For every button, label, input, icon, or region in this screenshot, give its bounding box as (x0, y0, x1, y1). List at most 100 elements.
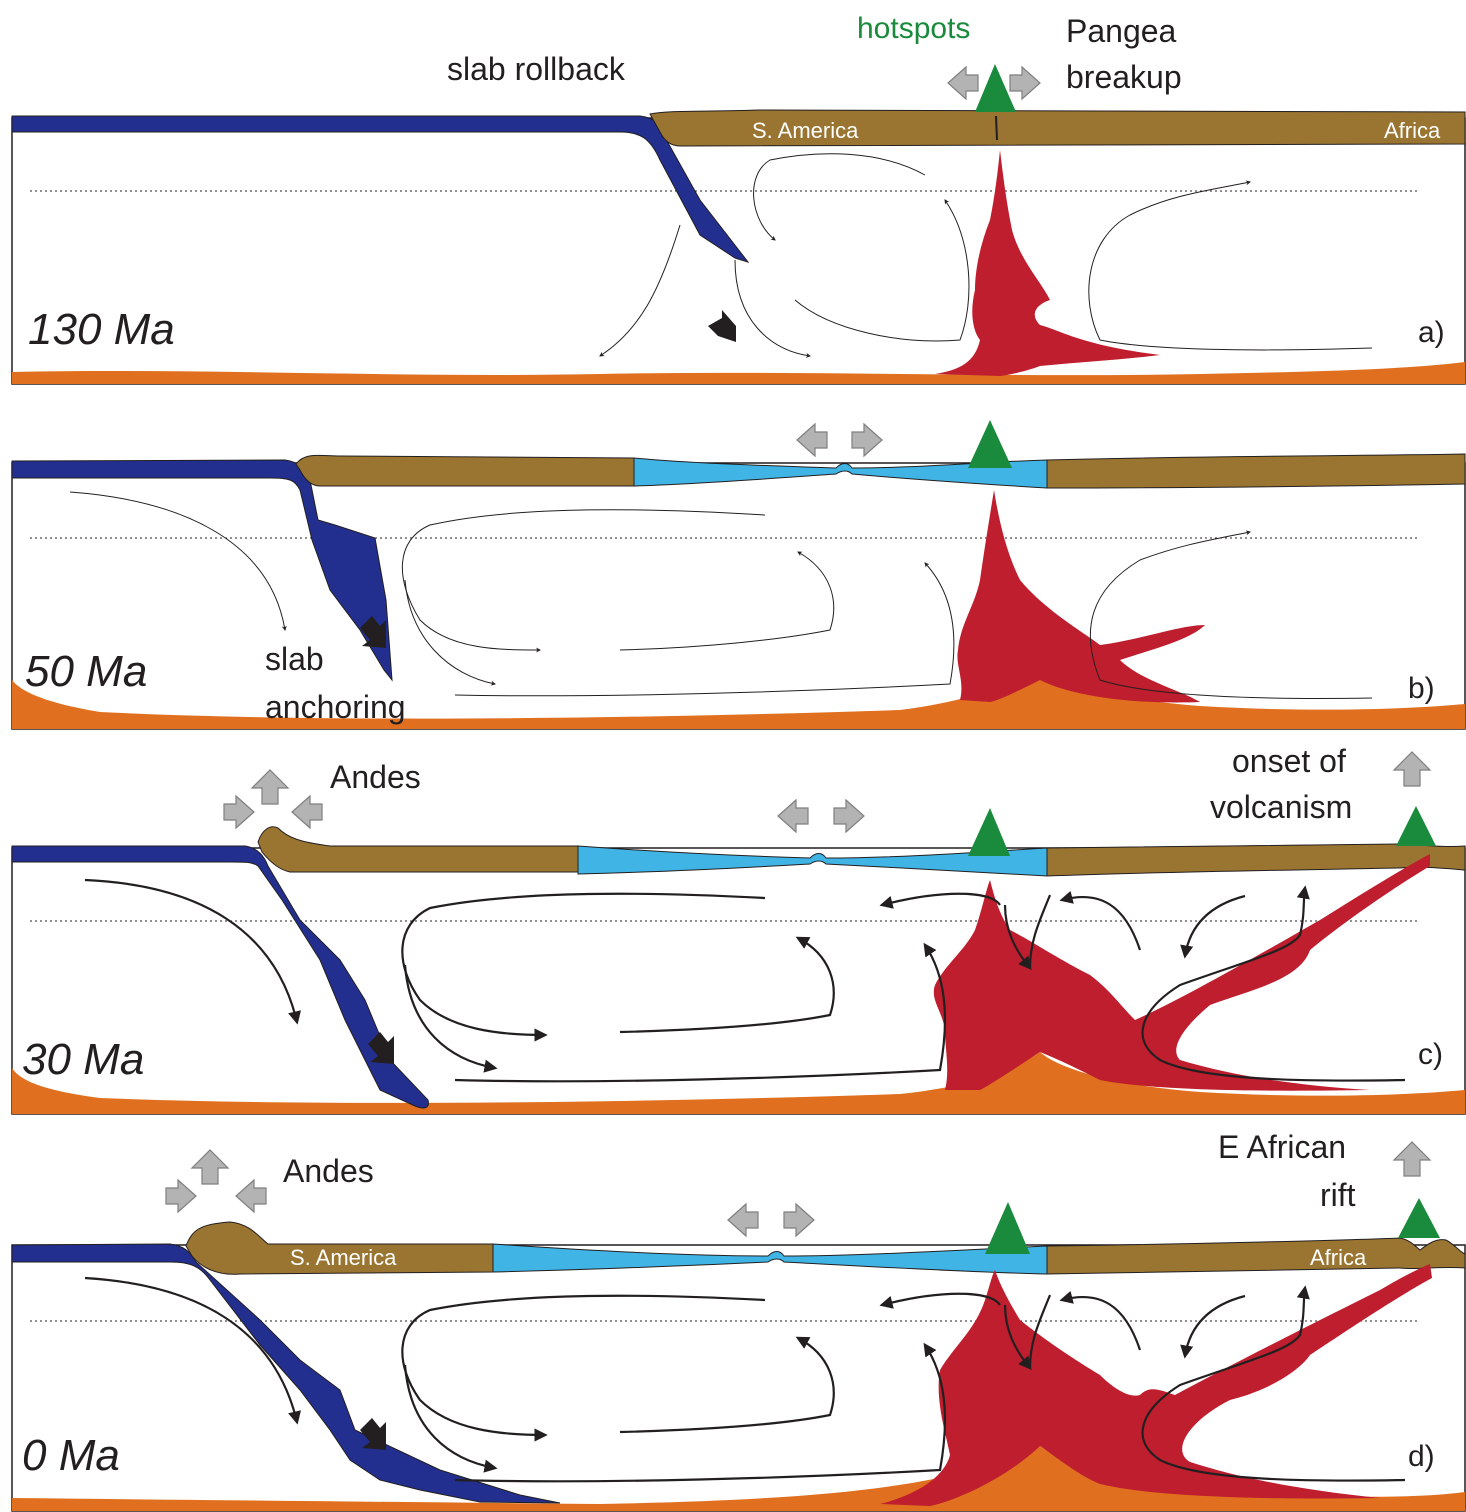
panel-a-pangea-continent (649, 109, 1466, 147)
panel-a-slab-sinking-arrow (708, 310, 736, 342)
panel-c-andes-label: Andes (330, 759, 421, 795)
panel-b-slab-label-line2: anchoring (265, 689, 406, 725)
panel-c-andes-compression-arrow-right (291, 795, 323, 829)
panel-b-flow-4 (619, 551, 835, 651)
panel-c-hotspot-volcano (968, 808, 1010, 856)
panel-d-africa-plate (1046, 1237, 1466, 1275)
panel-b-slab-sinking-arrow (360, 616, 386, 648)
panel-c-slab-sinking-arrow (368, 1032, 394, 1064)
panel-c-flow-1 (84, 878, 301, 1025)
panel-d-hotspot-volcano (985, 1202, 1030, 1254)
panel-d-age: 0 Ma (22, 1431, 120, 1480)
panel-b-divergence-arrow-right (851, 423, 883, 457)
panel-b-flow-2 (401, 509, 766, 653)
panel-a-divergence-arrow-left (947, 66, 979, 100)
panel-c-flow-5 (454, 942, 947, 1083)
panel-b-slab-label-line1: slab (265, 641, 324, 677)
panel-d-flow-10 (1180, 1294, 1246, 1359)
panel-a-flow-2 (734, 259, 811, 358)
panel-a-rift (995, 115, 998, 141)
panel-c-flow-8 (1028, 894, 1052, 969)
panel-d-slab-sinking-arrow (360, 1418, 386, 1450)
panel-d-oceanic-slab (11, 1243, 561, 1504)
panel-c-andes-compression-arrow-left (223, 795, 255, 829)
panel-d-africa-label: Africa (1310, 1245, 1367, 1270)
panel-d-africa-volcano (1398, 1198, 1440, 1238)
panel-a-mantle-plume (935, 150, 1160, 376)
panel-c-onset-label-line2: volcanism (1210, 789, 1352, 825)
panel-a-hotspot-volcano (975, 64, 1016, 112)
panel-d-andes-compression-arrow-right (235, 1179, 267, 1213)
panel-b-flow-5 (454, 562, 955, 697)
panel-c-flow-6 (879, 892, 1001, 909)
panel-c-flow-10 (1180, 894, 1246, 959)
panel-c-divergence-arrow-right (833, 799, 865, 833)
panel-c-oceanic-slab (11, 845, 429, 1109)
panel-a-flow-3 (753, 153, 926, 241)
panel-c-core-mantle-boundary (12, 1052, 1465, 1114)
panel-d-letter: d) (1408, 1440, 1435, 1473)
panel-d-rift-label-line1: E African (1218, 1129, 1346, 1165)
panel-d-flow-6 (879, 1292, 1001, 1309)
panel-d-flow-2 (401, 1294, 766, 1442)
panel-a-divergence-arrow-right (1009, 66, 1041, 100)
panel-a-oceanic-slab (11, 115, 750, 263)
panel-b-divergence-arrow-left (796, 423, 828, 457)
panel-c-mantle-plume (933, 854, 1430, 1091)
panel-c-letter: c) (1418, 1038, 1443, 1071)
panel-d: 0 Ma d) Andes E African rift S. America … (11, 1129, 1466, 1512)
panel-d-africa-uplift-arrow (1393, 1141, 1431, 1177)
panel-b-flow-3 (404, 579, 496, 686)
panel-c-flow-3 (403, 964, 498, 1073)
panel-b-hotspot-volcano (968, 420, 1012, 468)
panel-c-flow-2 (401, 892, 766, 1042)
panel-a-hotspots-label: hotspots (857, 12, 970, 45)
panel-c-age: 30 Ma (22, 1035, 144, 1084)
panel-d-flow-11 (1141, 1285, 1406, 1482)
panel-d-flow-5 (454, 1342, 947, 1483)
panel-d-flow-1 (84, 1276, 301, 1425)
panel-a-letter: a) (1418, 316, 1445, 349)
panel-b-flow-6 (1089, 530, 1373, 699)
panel-b-s-america-plate (295, 454, 635, 487)
panel-a-pangea-label-line1: Pangea (1066, 13, 1177, 49)
panel-d-s-america-plate (185, 1221, 494, 1275)
panel-a-flow-1 (599, 224, 681, 357)
panel-d-mantle-plume (880, 1264, 1432, 1506)
panel-c: 30 Ma c) Andes onset of volcanism (11, 743, 1466, 1115)
panel-d-divergence-arrow-left (727, 1203, 759, 1237)
panel-c-flow-7 (1003, 904, 1032, 971)
panel-d-flow-4 (619, 1336, 835, 1434)
panel-c-flow-11 (1141, 885, 1406, 1082)
panel-b-flow-1 (69, 491, 287, 631)
panel-b-age: 50 Ma (25, 647, 147, 696)
panel-b-letter: b) (1408, 672, 1435, 705)
panel-c-andes-uplift-arrow (251, 769, 289, 805)
panel-c-flow-4 (619, 936, 835, 1034)
panel-a-africa-label: Africa (1384, 118, 1441, 143)
panel-a-slab-rollback-label: slab rollback (447, 51, 626, 87)
panel-d-divergence-arrow-right (783, 1203, 815, 1237)
panel-a-flow-5 (1088, 180, 1373, 351)
panel-c-divergence-arrow-left (777, 799, 809, 833)
panel-d-rift-label-line2: rift (1320, 1177, 1356, 1213)
panel-b-africa-plate (1046, 453, 1466, 489)
panel-c-africa-uplift-arrow (1393, 751, 1431, 787)
panel-a-pangea-label-line2: breakup (1066, 59, 1182, 95)
panel-d-atlantic-ocean (492, 1243, 1048, 1275)
panel-b: 50 Ma b) slab anchoring (11, 420, 1466, 730)
panel-c-onset-label-line1: onset of (1232, 743, 1346, 779)
panel-a-s-america-label: S. America (752, 118, 859, 143)
panel-c-s-america-plate (257, 826, 579, 873)
panel-b-frame (11, 462, 1466, 730)
panel-d-andes-label: Andes (283, 1153, 374, 1189)
panel-d-flow-7 (1003, 1304, 1032, 1371)
panel-d-andes-compression-arrow-left (165, 1179, 197, 1213)
panel-d-flow-9 (1059, 1290, 1142, 1351)
panel-b-mantle-plume (957, 490, 1205, 703)
panel-c-africa-volcano (1396, 806, 1436, 846)
panel-a-age: 130 Ma (28, 305, 175, 354)
panel-d-core-mantle-boundary (12, 1446, 1465, 1511)
panel-b-core-mantle-boundary (12, 668, 1465, 729)
